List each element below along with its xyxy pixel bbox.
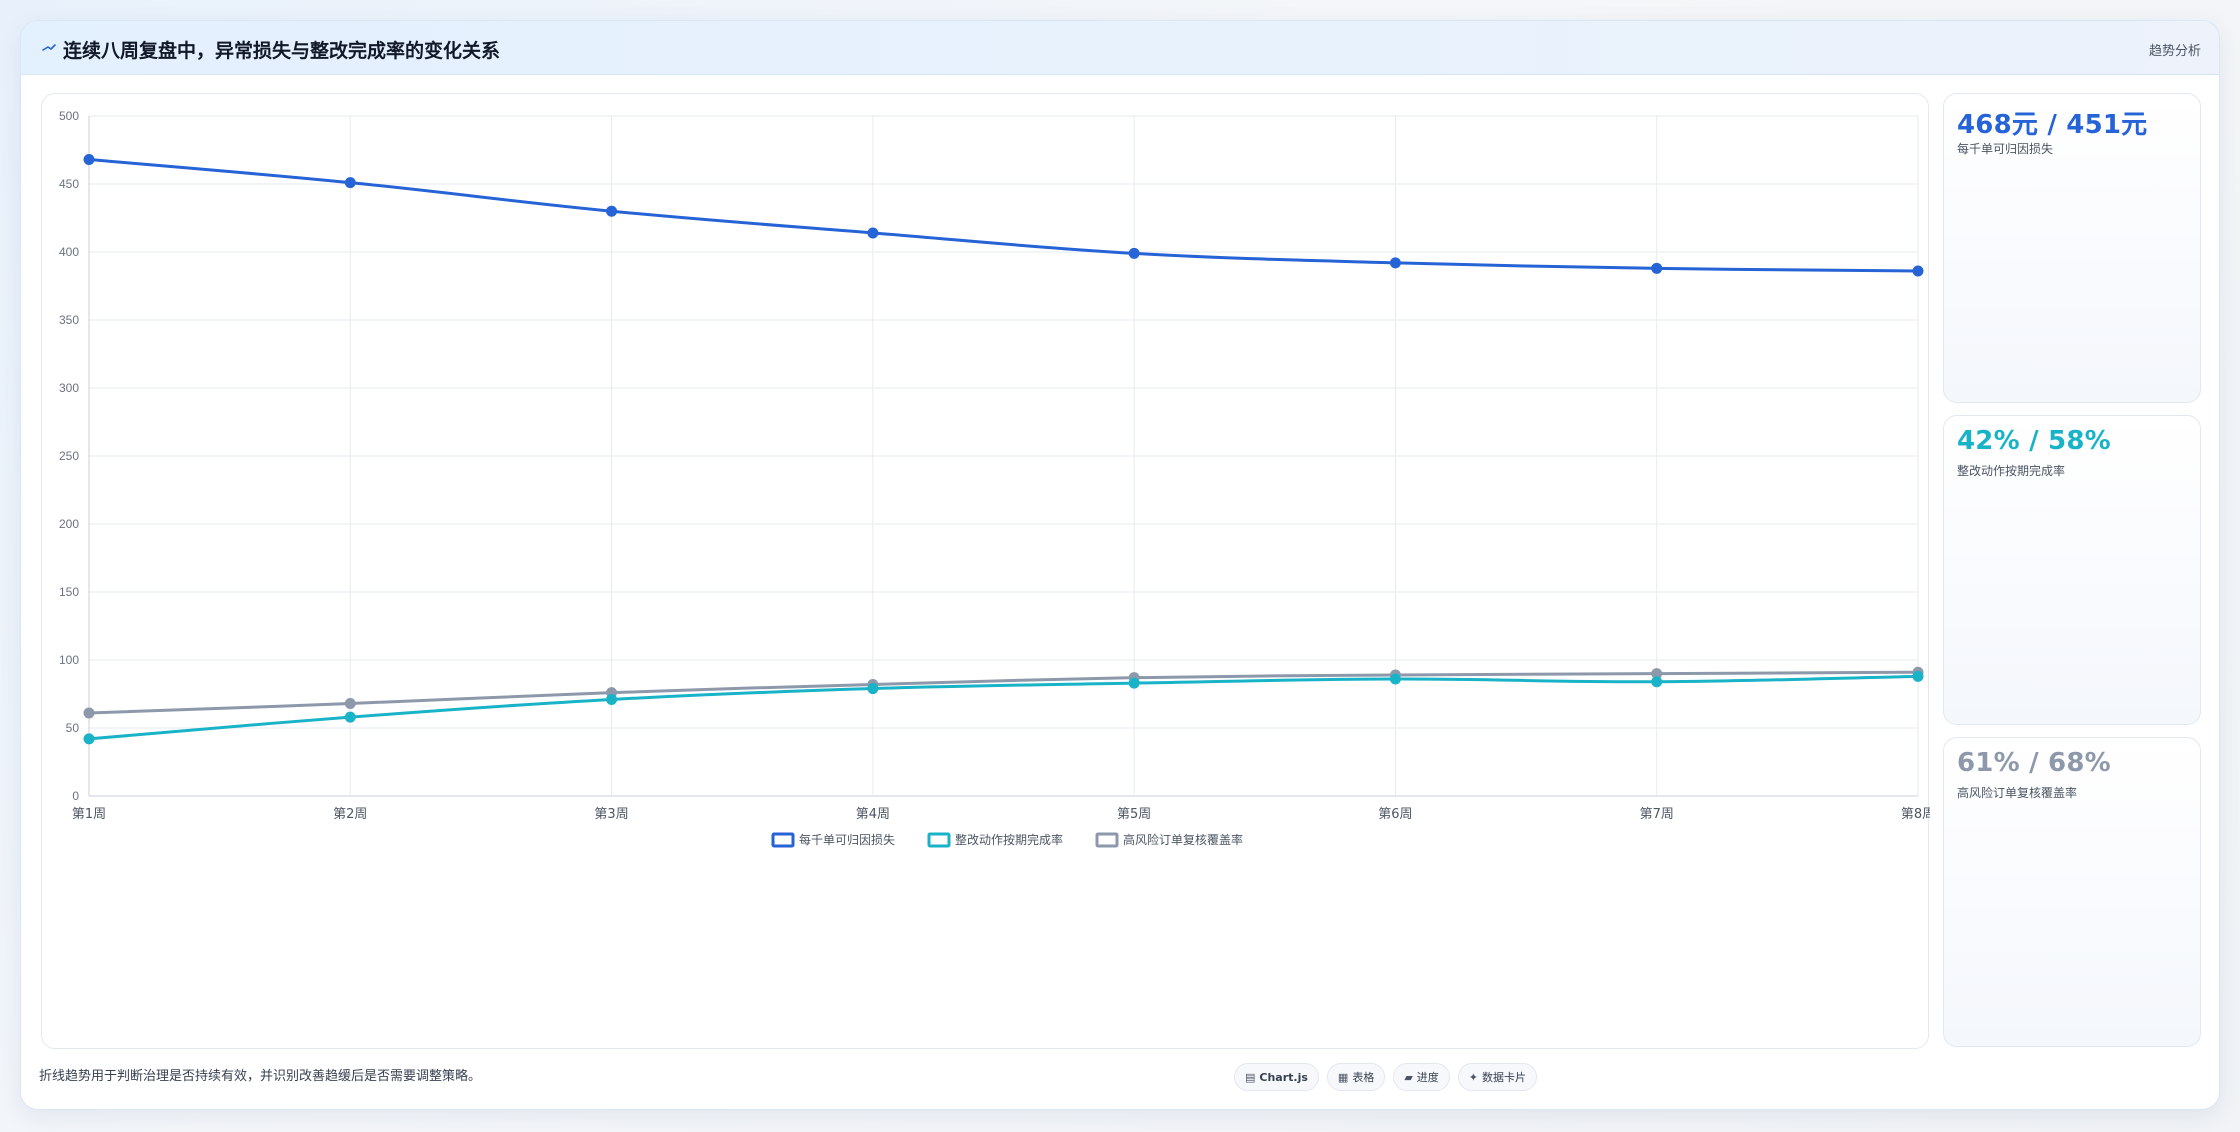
data-point-ring (1128, 247, 1140, 259)
data-point-ring (83, 154, 95, 166)
table-icon: ▦ (1337, 1070, 1349, 1084)
data-point-ring (344, 711, 356, 723)
line-chart-panel: 0 50 100 150 200 250 300 350 400 450 500 第1周 第2周 第3周 第… (41, 93, 1930, 1049)
data-point-ring (1389, 257, 1401, 269)
data-point-ring (83, 733, 95, 745)
stat-value: 61% / 68% (1957, 748, 2111, 778)
data-point-ring (1912, 670, 1924, 682)
data-point-ring (1912, 265, 1924, 277)
legend-swatch (927, 832, 951, 848)
analysis-tag: 趋势分析 (2148, 44, 2201, 59)
stat-card-completion: 42% / 58% 整改动作按期完成率 (1943, 415, 2201, 725)
stat-value: 42% / 58% (1957, 426, 2111, 456)
chip-label: Chart.js (1259, 1070, 1308, 1084)
y-tick-label: 450 (59, 177, 79, 191)
data-point-ring (344, 177, 356, 189)
stat-label: 高风险订单复核覆盖率 (1957, 786, 2078, 800)
data-point-ring (1651, 262, 1663, 274)
trend-icon (42, 44, 56, 51)
data-point-ring (344, 698, 356, 710)
series-line-1 (88, 158, 1919, 273)
card-header: 连续八周复盘中，异常损失与整改完成率的变化关系 趋势分析 (21, 21, 2219, 75)
chip-label: 进度 (1416, 1071, 1439, 1084)
data-point-ring (867, 683, 879, 695)
series-line-3 (88, 670, 1919, 715)
line-chart: 0 50 100 150 200 250 300 350 400 450 500 第1周 第2周 第3周 第… (59, 109, 1930, 848)
data-point-ring (83, 707, 95, 719)
stat-value: 468元 / 451元 (1957, 110, 2148, 140)
tech-chips: ▤ Chart.js ▦ 表格 ▰ 进度 ✦ 数据卡片 (1234, 1063, 1538, 1091)
y-tick-label: 0 (72, 789, 79, 803)
chip-chartjs[interactable]: ▤ Chart.js (1234, 1063, 1319, 1091)
stat-card-loss: 468元 / 451元 每千单可归因损失 (1943, 93, 2201, 403)
y-tick-label: 300 (59, 381, 79, 395)
y-tick-label: 50 (66, 721, 80, 735)
y-tick-label: 200 (59, 517, 79, 531)
chip-table[interactable]: ▦ 表格 (1326, 1063, 1386, 1091)
x-tick-label: 第1周 (72, 807, 106, 822)
legend-label: 高风险订单复核覆盖率 (1123, 832, 1243, 847)
data-point-ring (606, 205, 618, 217)
chip-label: 数据卡片 (1482, 1071, 1527, 1084)
data-point-ring (1128, 677, 1140, 689)
stat-card-coverage: 61% / 68% 高风险订单复核覆盖率 (1943, 737, 2201, 1047)
series-line-2 (88, 674, 1919, 741)
x-tick-label: 第5周 (1117, 807, 1151, 822)
chip-data-card[interactable]: ✦ 数据卡片 (1457, 1063, 1538, 1091)
page-title: 连续八周复盘中，异常损失与整改完成率的变化关系 (63, 40, 501, 62)
chart-icon: ▤ (1245, 1070, 1256, 1084)
y-tick-label: 400 (59, 245, 79, 259)
chip-progress[interactable]: ▰ 进度 (1393, 1063, 1450, 1091)
y-tick-label: 100 (59, 653, 79, 667)
y-tick-label: 500 (59, 109, 79, 123)
y-tick-label: 150 (59, 585, 79, 599)
x-tick-label: 第3周 (594, 807, 628, 822)
y-tick-label: 250 (59, 449, 79, 463)
sparkle-icon: ✦ (1468, 1070, 1479, 1084)
x-tick-label: 第4周 (856, 807, 890, 822)
x-tick-label: 第6周 (1378, 807, 1412, 822)
legend-label: 整改动作按期完成率 (955, 832, 1063, 847)
data-point-ring (1651, 676, 1663, 688)
footer-note: 折线趋势用于判断治理是否持续有效，并识别改善趋缓后是否需要调整策略。 (39, 1069, 482, 1084)
x-tick-label: 第2周 (333, 807, 367, 822)
dashboard-card: 连续八周复盘中，异常损失与整改完成率的变化关系 趋势分析 0 50 100 150 20… (20, 20, 2220, 1110)
y-tick-label: 350 (59, 313, 79, 327)
stat-label: 整改动作按期完成率 (1957, 464, 2066, 478)
chip-label: 表格 (1352, 1071, 1375, 1084)
legend-swatch (1095, 832, 1119, 848)
legend-swatch (771, 832, 795, 848)
data-point-ring (867, 227, 879, 239)
data-point-ring (1389, 673, 1401, 685)
x-tick-label: 第8周 (1901, 807, 1930, 822)
stat-label: 每千单可归因损失 (1957, 142, 2054, 156)
progress-icon: ▰ (1404, 1070, 1413, 1084)
legend-label: 每千单可归因损失 (799, 832, 895, 847)
x-tick-label: 第7周 (1640, 807, 1674, 822)
data-point-ring (606, 693, 618, 705)
